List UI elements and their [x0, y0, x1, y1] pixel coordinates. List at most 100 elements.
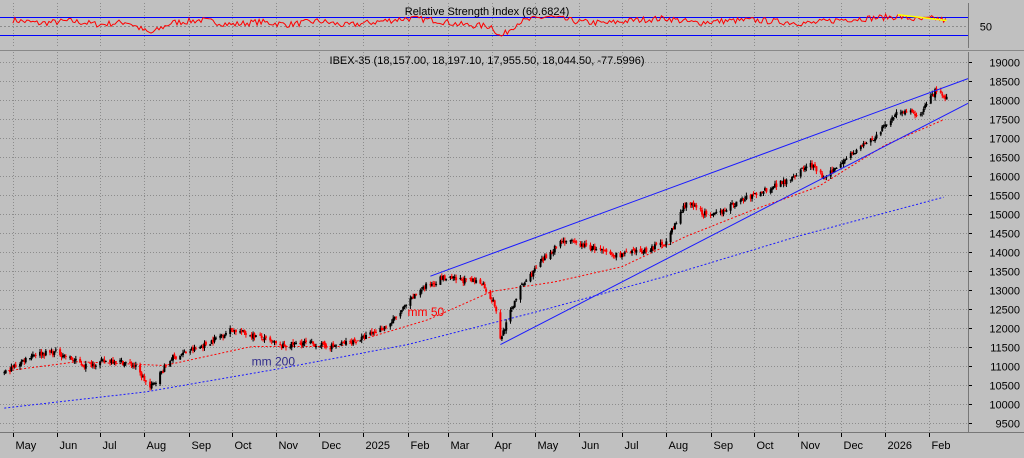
candle-body: [719, 210, 722, 213]
candle-body: [662, 245, 665, 247]
candle-body: [91, 363, 94, 366]
candle-body: [142, 376, 144, 378]
mm50-line: [4, 119, 944, 372]
candle-body: [453, 276, 456, 278]
candle-body: [219, 335, 222, 338]
candle-body: [602, 249, 605, 251]
candle-body: [104, 360, 107, 362]
candle-body: [529, 273, 532, 282]
candle-body: [323, 341, 326, 346]
candle-body: [573, 241, 576, 243]
candle-body: [249, 335, 252, 337]
candle-body: [722, 210, 725, 215]
candle-body: [735, 201, 738, 207]
candle-body: [149, 381, 152, 388]
candle-body: [572, 240, 575, 242]
candle-body: [945, 96, 948, 100]
price-tick-label: 18000: [989, 96, 1020, 108]
candle-body: [889, 120, 892, 126]
candle-body: [230, 328, 233, 330]
candle-body: [545, 254, 548, 259]
candle-body: [392, 318, 395, 324]
candle-body: [669, 232, 672, 243]
candle-body: [81, 364, 84, 367]
candle-body: [440, 276, 443, 280]
candle-body: [565, 241, 568, 243]
candle-body: [184, 351, 187, 354]
candle-body: [179, 355, 182, 360]
candle-body: [642, 251, 645, 254]
candle-body: [259, 334, 262, 336]
candle-body: [34, 354, 37, 356]
price-tick-label: 11000: [990, 362, 1020, 374]
candle-body: [472, 278, 475, 282]
candle-body: [699, 208, 702, 210]
candle-body: [300, 342, 303, 346]
candle-body: [370, 331, 373, 334]
candle-body: [4, 370, 7, 374]
x-tick-label: Jun: [60, 440, 78, 452]
candle-body: [353, 338, 356, 341]
candle-body: [525, 280, 528, 282]
candle-body: [162, 371, 164, 373]
candle-body: [285, 346, 287, 348]
candle-body: [731, 203, 734, 204]
candle-body: [70, 357, 73, 360]
trendline-lower: [500, 102, 969, 346]
candle-body: [785, 179, 788, 185]
candle-body: [533, 268, 536, 272]
candle-body: [671, 228, 673, 233]
candle-body: [613, 255, 616, 257]
candle-body: [362, 336, 365, 337]
candle-body: [134, 365, 137, 367]
candle-body: [493, 300, 496, 307]
candle-body: [305, 340, 307, 342]
candle-body: [884, 124, 887, 127]
candle-body: [513, 300, 516, 308]
candle-body: [273, 341, 276, 343]
candle-body: [483, 284, 486, 289]
price-tick-label: 12000: [989, 324, 1020, 336]
candle-body: [799, 169, 802, 177]
candle-body: [485, 289, 488, 292]
candle-body: [859, 146, 862, 150]
x-tick-label: May: [538, 440, 559, 452]
candle-body: [60, 354, 63, 357]
candle-body: [393, 317, 396, 319]
candle-body: [263, 336, 266, 340]
price-tick-label: 10000: [989, 400, 1020, 412]
candle-body: [615, 252, 618, 258]
candle-body: [912, 111, 915, 113]
candle-body: [469, 278, 472, 279]
candle-body: [742, 198, 745, 201]
price-tick-label: 19000: [989, 58, 1020, 70]
candle-body: [199, 347, 202, 349]
candle-body: [275, 341, 277, 343]
candle-body: [170, 359, 173, 361]
candle-body: [183, 351, 186, 353]
candle-body: [652, 246, 655, 250]
candle-body: [99, 361, 102, 366]
candle-body: [269, 337, 272, 341]
candle-body: [33, 355, 36, 357]
candle-body: [869, 138, 872, 143]
candle-body: [360, 336, 363, 341]
candle-body: [939, 90, 942, 93]
candle-body: [222, 336, 225, 338]
candle-body: [93, 364, 96, 367]
candle-body: [821, 173, 824, 178]
candle-body: [562, 240, 565, 243]
x-tick-label: Mar: [451, 440, 470, 452]
candle-body: [619, 252, 622, 258]
rsi-trendline: [897, 13, 947, 22]
candle-body: [625, 251, 628, 253]
candle-body: [233, 329, 236, 332]
candle-body: [595, 249, 598, 251]
candle-body: [250, 334, 253, 338]
candle-body: [631, 250, 633, 254]
candle-body: [345, 341, 347, 345]
candle-body: [771, 188, 774, 190]
candle-body: [925, 104, 928, 106]
candle-body: [673, 223, 676, 230]
candle-body: [430, 283, 433, 286]
